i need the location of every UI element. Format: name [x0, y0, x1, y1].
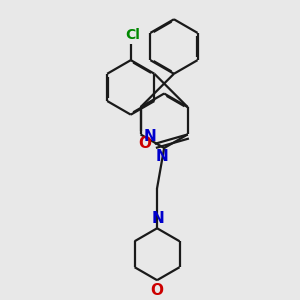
Text: N: N [155, 149, 168, 164]
Text: Cl: Cl [126, 28, 141, 42]
Text: N: N [144, 129, 156, 144]
Text: O: O [138, 136, 151, 151]
Text: N: N [152, 211, 165, 226]
Text: O: O [151, 283, 164, 298]
